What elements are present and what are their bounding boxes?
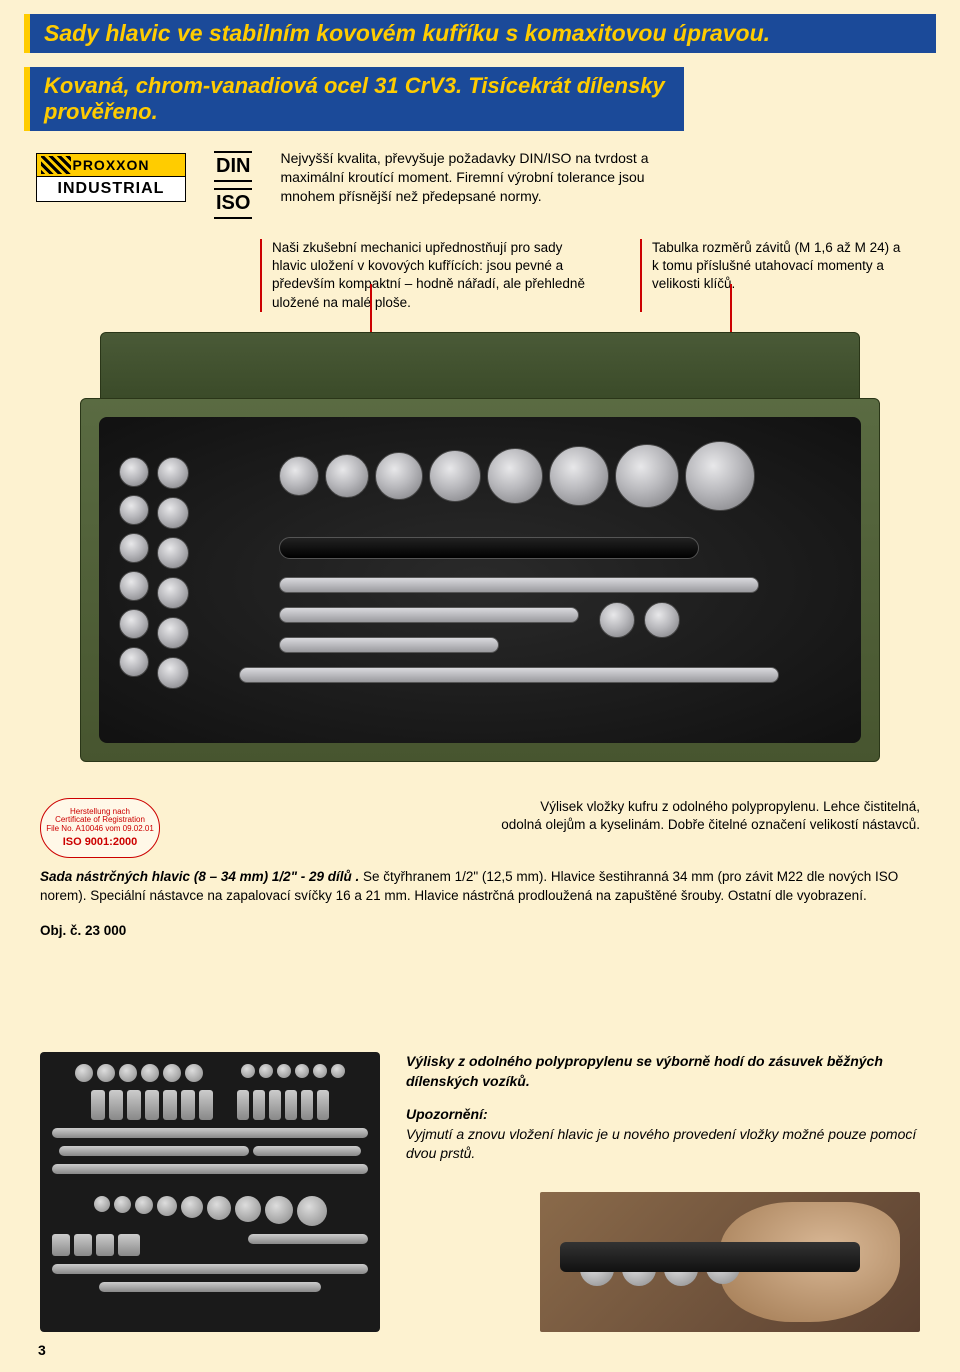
product-description: Sada nástrčných hlavic (8 – 34 mm) 1/2" … xyxy=(40,868,920,941)
product-title: Sada nástrčných hlavic (8 – 34 mm) 1/2" … xyxy=(40,869,359,884)
iso-cert-badge: Herstellung nach Certificate of Registra… xyxy=(40,798,160,858)
foam-insert xyxy=(99,417,861,743)
badge-mid2: File No. A10046 vom 09.02.01 xyxy=(46,825,154,834)
brand-logo: PROXXON INDUSTRIAL xyxy=(36,149,186,202)
title-bar-2: Kovaná, chrom-vanadiová ocel 31 CrV3. Ti… xyxy=(24,67,684,131)
brand-line: INDUSTRIAL xyxy=(36,177,186,202)
callout-left: Naši zkušební mechanici upřednostňují pr… xyxy=(260,239,590,312)
order-number: Obj. č. 23 000 xyxy=(40,922,920,941)
logo-intro-row: PROXXON INDUSTRIAL DIN ISO Nejvyšší kval… xyxy=(36,149,936,219)
main-product-photo xyxy=(40,312,920,792)
brand-name: PROXXON xyxy=(36,153,186,177)
badge-row: Herstellung nach Certificate of Registra… xyxy=(40,798,920,858)
page-number: 3 xyxy=(38,1342,46,1358)
intro-paragraph: Nejvyšší kvalita, převyšuje požadavky DI… xyxy=(280,149,700,206)
din-label: DIN xyxy=(214,151,252,182)
badge-main: ISO 9001:2000 xyxy=(63,836,138,848)
iso-label: ISO xyxy=(214,188,252,219)
title-bar-1: Sady hlavic ve stabilním kovovém kufříku… xyxy=(24,14,936,53)
callout-row: Naši zkušební mechanici upřednostňují pr… xyxy=(260,239,936,312)
case-body xyxy=(80,398,880,762)
hand-demo-photo xyxy=(540,1192,920,1332)
bottom-text: Výlisky z odolného polypropylenu se výbo… xyxy=(406,1052,920,1164)
callout-right: Tabulka rozměrů závitů (M 1,6 až M 24) a… xyxy=(640,239,910,312)
warning-body: Vyjmutí a znovu vložení hlavic je u nové… xyxy=(406,1126,916,1162)
insert-note: Výlisek vložky kufru z odolného polyprop… xyxy=(500,798,920,834)
bottom-lead: Výlisky z odolného polypropylenu se výbo… xyxy=(406,1052,920,1091)
ratchet xyxy=(279,537,699,559)
tray-photo xyxy=(40,1052,380,1332)
warning-title: Upozornění: xyxy=(406,1105,920,1125)
din-iso-mark: DIN ISO xyxy=(214,151,252,219)
case-lid xyxy=(100,332,860,402)
